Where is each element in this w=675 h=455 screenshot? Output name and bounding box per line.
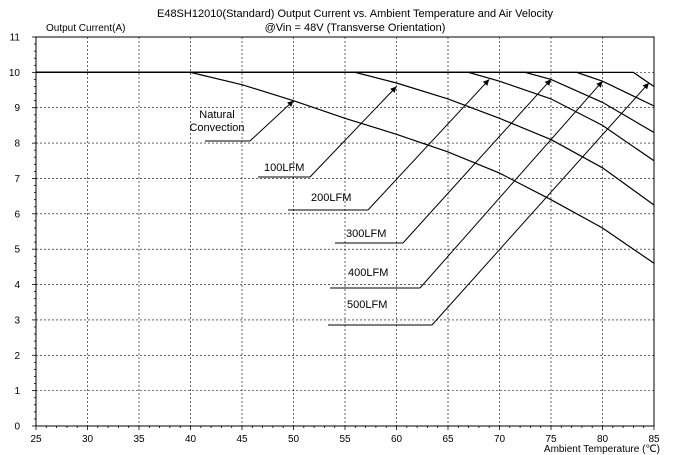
x-tick-label: 25 xyxy=(30,434,42,445)
x-tick-label: 70 xyxy=(494,434,506,445)
y-tick-label: 11 xyxy=(10,33,21,44)
series-line xyxy=(36,71,655,206)
series-line xyxy=(36,71,655,264)
arrowhead xyxy=(482,79,490,86)
x-tick-label: 60 xyxy=(391,434,403,445)
arrowhead xyxy=(287,100,294,107)
curve-label: Convection xyxy=(189,122,244,134)
x-axis-label: Ambient Temperature (℃) xyxy=(544,444,660,455)
curve-label: Natural xyxy=(199,109,234,121)
y-tick-label: 10 xyxy=(9,68,21,79)
x-tick-label: 45 xyxy=(236,434,248,445)
x-tick-label: 50 xyxy=(288,434,300,445)
series-lines xyxy=(36,71,655,264)
leader-line xyxy=(309,86,397,178)
x-tick-label: 65 xyxy=(442,434,454,445)
x-tick-label: 75 xyxy=(545,434,557,445)
leader-line xyxy=(249,100,294,142)
leader-line xyxy=(431,82,650,326)
curve-label: 300LFM xyxy=(346,228,386,240)
leader-line xyxy=(402,79,552,244)
leader-line xyxy=(367,79,490,211)
y-tick-label: 4 xyxy=(14,280,20,291)
x-tick-label: 80 xyxy=(597,434,609,445)
x-tick-label: 35 xyxy=(133,434,145,445)
curve-label: 400LFM xyxy=(348,267,388,279)
y-tick-label: 7 xyxy=(14,174,20,185)
curve-label: 200LFM xyxy=(311,192,351,204)
leader-line xyxy=(419,80,603,289)
y-tick-label: 2 xyxy=(14,351,20,362)
x-tick-label: 30 xyxy=(82,434,94,445)
arrowhead xyxy=(596,81,603,88)
chart-title-line2: @Vin = 48V (Transverse Orientation) xyxy=(265,22,446,34)
y-tick-label: 3 xyxy=(14,315,20,326)
y-tick-label: 5 xyxy=(14,245,20,256)
grid xyxy=(36,37,654,426)
x-tick-label: 85 xyxy=(648,434,660,445)
x-tick-label: 40 xyxy=(185,434,197,445)
y-tick-label: 8 xyxy=(14,139,20,150)
curve-label: 100LFM xyxy=(264,162,304,174)
series-line xyxy=(36,71,655,87)
curve-label: 500LFM xyxy=(347,299,387,311)
y-tick-label: 1 xyxy=(14,386,20,397)
y-tick-label: 6 xyxy=(14,209,20,220)
y-axis-label: Output Current(A) xyxy=(46,23,125,34)
y-tick-label: 9 xyxy=(14,103,20,114)
arrowhead xyxy=(544,79,551,86)
plot-area-frame xyxy=(35,36,655,427)
y-tick-label: 0 xyxy=(14,422,20,433)
arrowhead xyxy=(390,86,397,93)
arrowhead xyxy=(642,83,649,90)
x-tick-label: 55 xyxy=(339,434,351,445)
chart-title-line1: E48SH12010(Standard) Output Current vs. … xyxy=(157,8,554,20)
